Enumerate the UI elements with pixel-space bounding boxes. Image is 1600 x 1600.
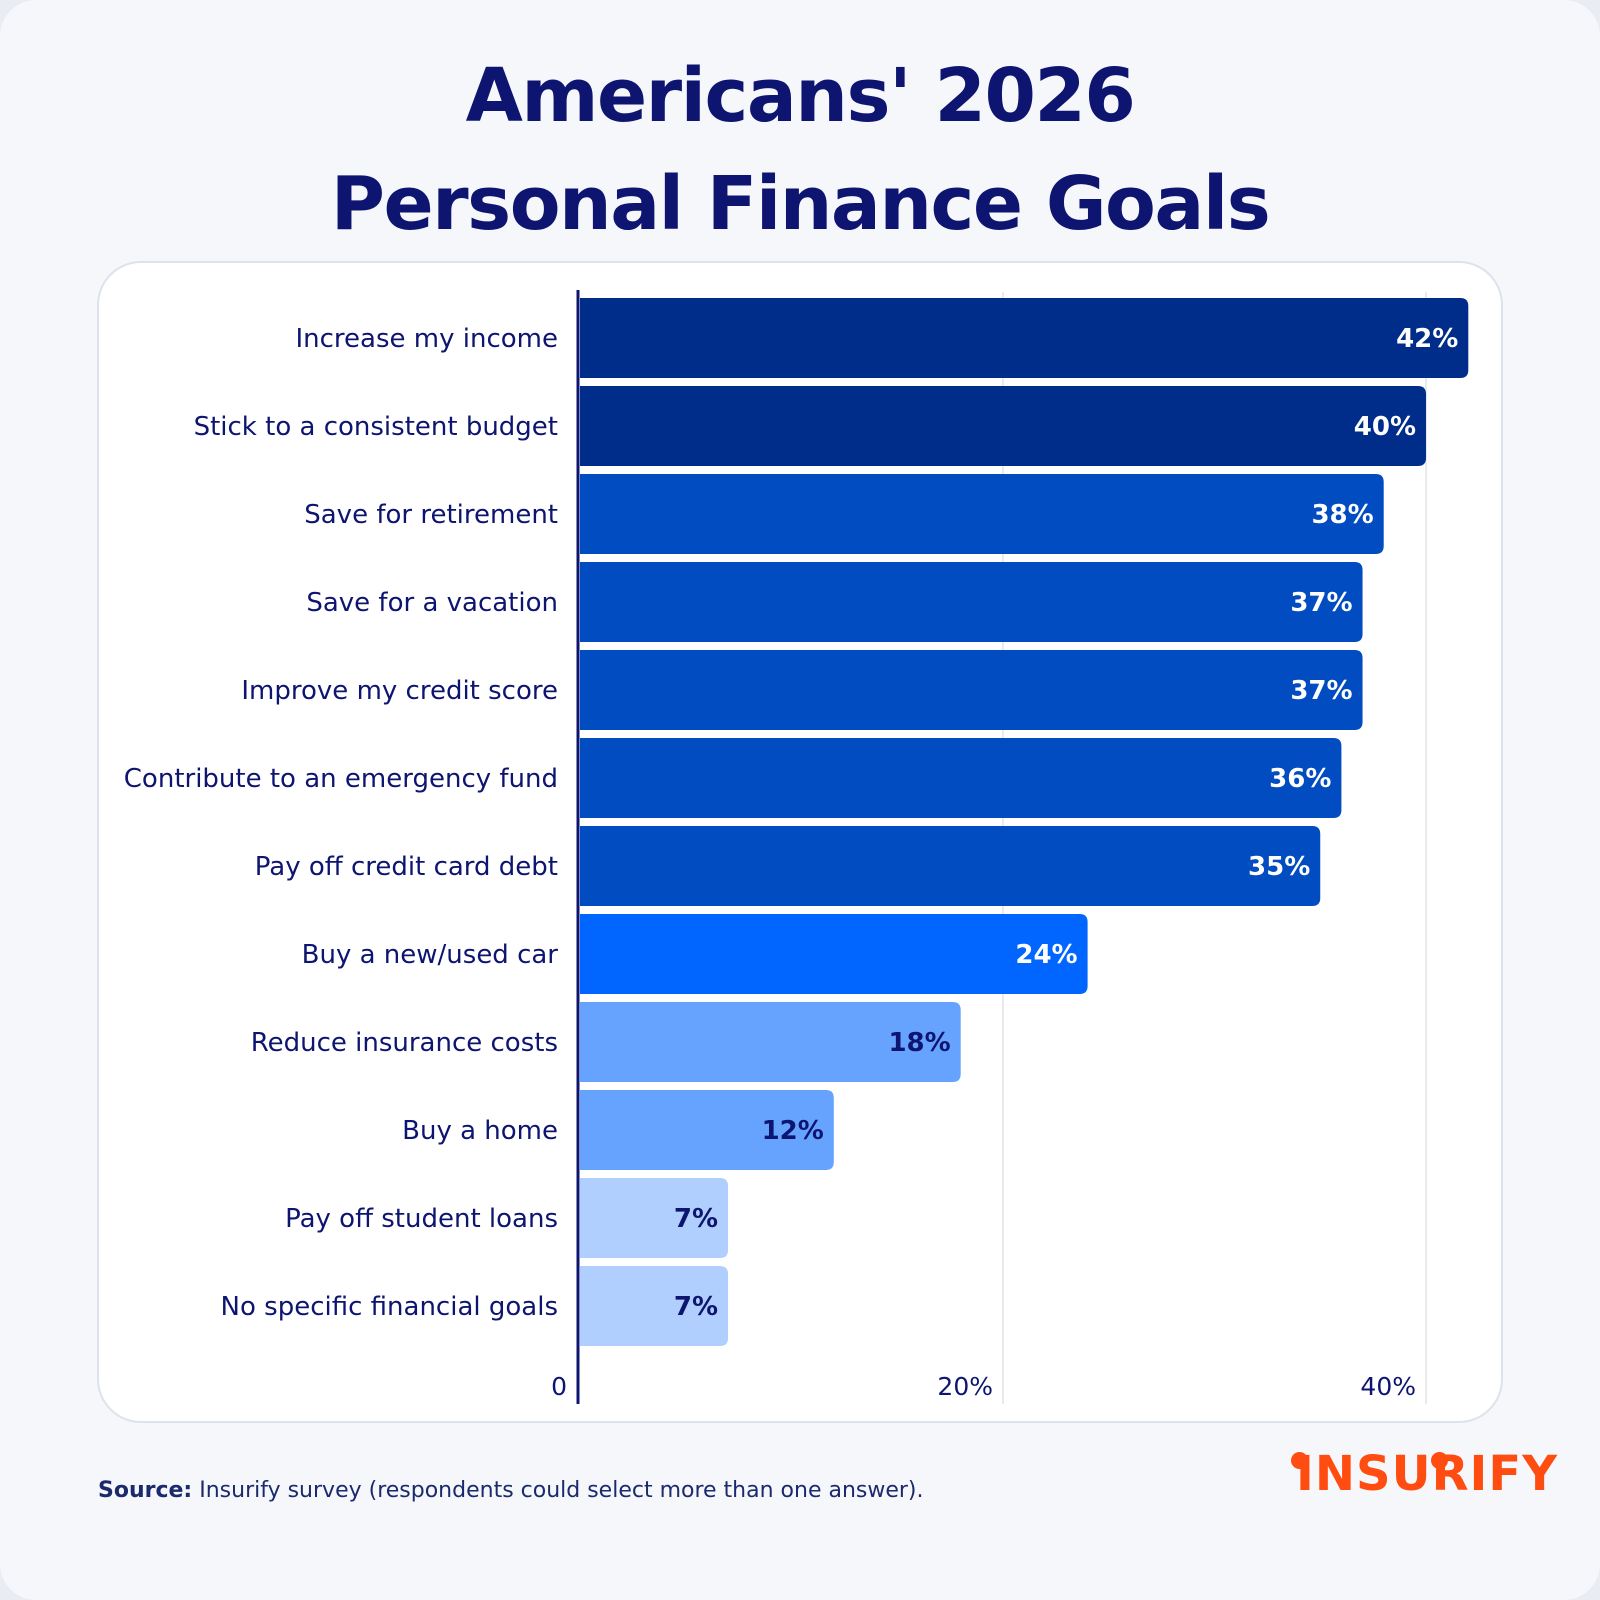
logo-dot-right [1431,1452,1448,1469]
bar-6 [580,738,1342,818]
bar-3 [580,474,1384,554]
category-label-5: Improve my credit score [241,676,558,706]
bar-10 [580,1090,834,1170]
value-label-11: 7% [674,1204,718,1234]
bar-11 [580,1178,729,1258]
bar-2 [580,386,1426,466]
source-label: Source: [98,1478,193,1503]
value-label-5: 37% [1290,676,1352,706]
category-label-10: Buy a home [402,1116,558,1146]
logo-dot-left [1291,1452,1308,1469]
category-label-4: Save for a vacation [306,588,558,618]
x-tick-label-0: 0 [551,1372,567,1401]
category-label-12: No specific financial goals [221,1292,558,1322]
insurify-logo: INSURIFY [1296,1446,1558,1502]
category-label-1: Increase my income [295,324,558,354]
title-line-2: Personal Finance Goals [330,161,1271,247]
category-label-3: Save for retirement [304,500,558,530]
category-label-11: Pay off student loans [285,1204,558,1234]
value-label-8: 24% [1015,940,1077,970]
value-label-2: 40% [1354,412,1416,442]
bar-8 [580,914,1088,994]
category-label-2: Stick to a consistent budget [194,412,558,442]
value-label-1: 42% [1396,324,1458,354]
title-line-1: Americans' 2026 [465,53,1136,139]
source-note: Source: Insurify survey (respondents cou… [98,1478,924,1503]
bar-1 [580,298,1469,378]
bar-12 [580,1266,729,1346]
bar-5 [580,650,1363,730]
value-label-4: 37% [1290,588,1352,618]
value-label-7: 35% [1248,852,1310,882]
x-tick-label-1: 20% [937,1372,993,1401]
value-label-12: 7% [674,1292,718,1322]
x-tick-label-2: 40% [1360,1372,1416,1401]
value-label-6: 36% [1269,764,1331,794]
value-label-9: 18% [888,1028,950,1058]
category-label-8: Buy a new/used car [302,940,559,970]
chart-title: Americans' 2026 Personal Finance Goals [0,42,1600,258]
bar-9 [580,1002,961,1082]
bar-7 [580,826,1321,906]
value-label-10: 12% [762,1116,824,1146]
category-label-6: Contribute to an emergency fund [124,764,558,794]
value-label-3: 38% [1311,500,1373,530]
category-label-7: Pay off credit card debt [255,852,558,882]
source-text: Insurify survey (respondents could selec… [192,1478,924,1503]
bar-4 [580,562,1363,642]
category-label-9: Reduce insurance costs [251,1028,558,1058]
